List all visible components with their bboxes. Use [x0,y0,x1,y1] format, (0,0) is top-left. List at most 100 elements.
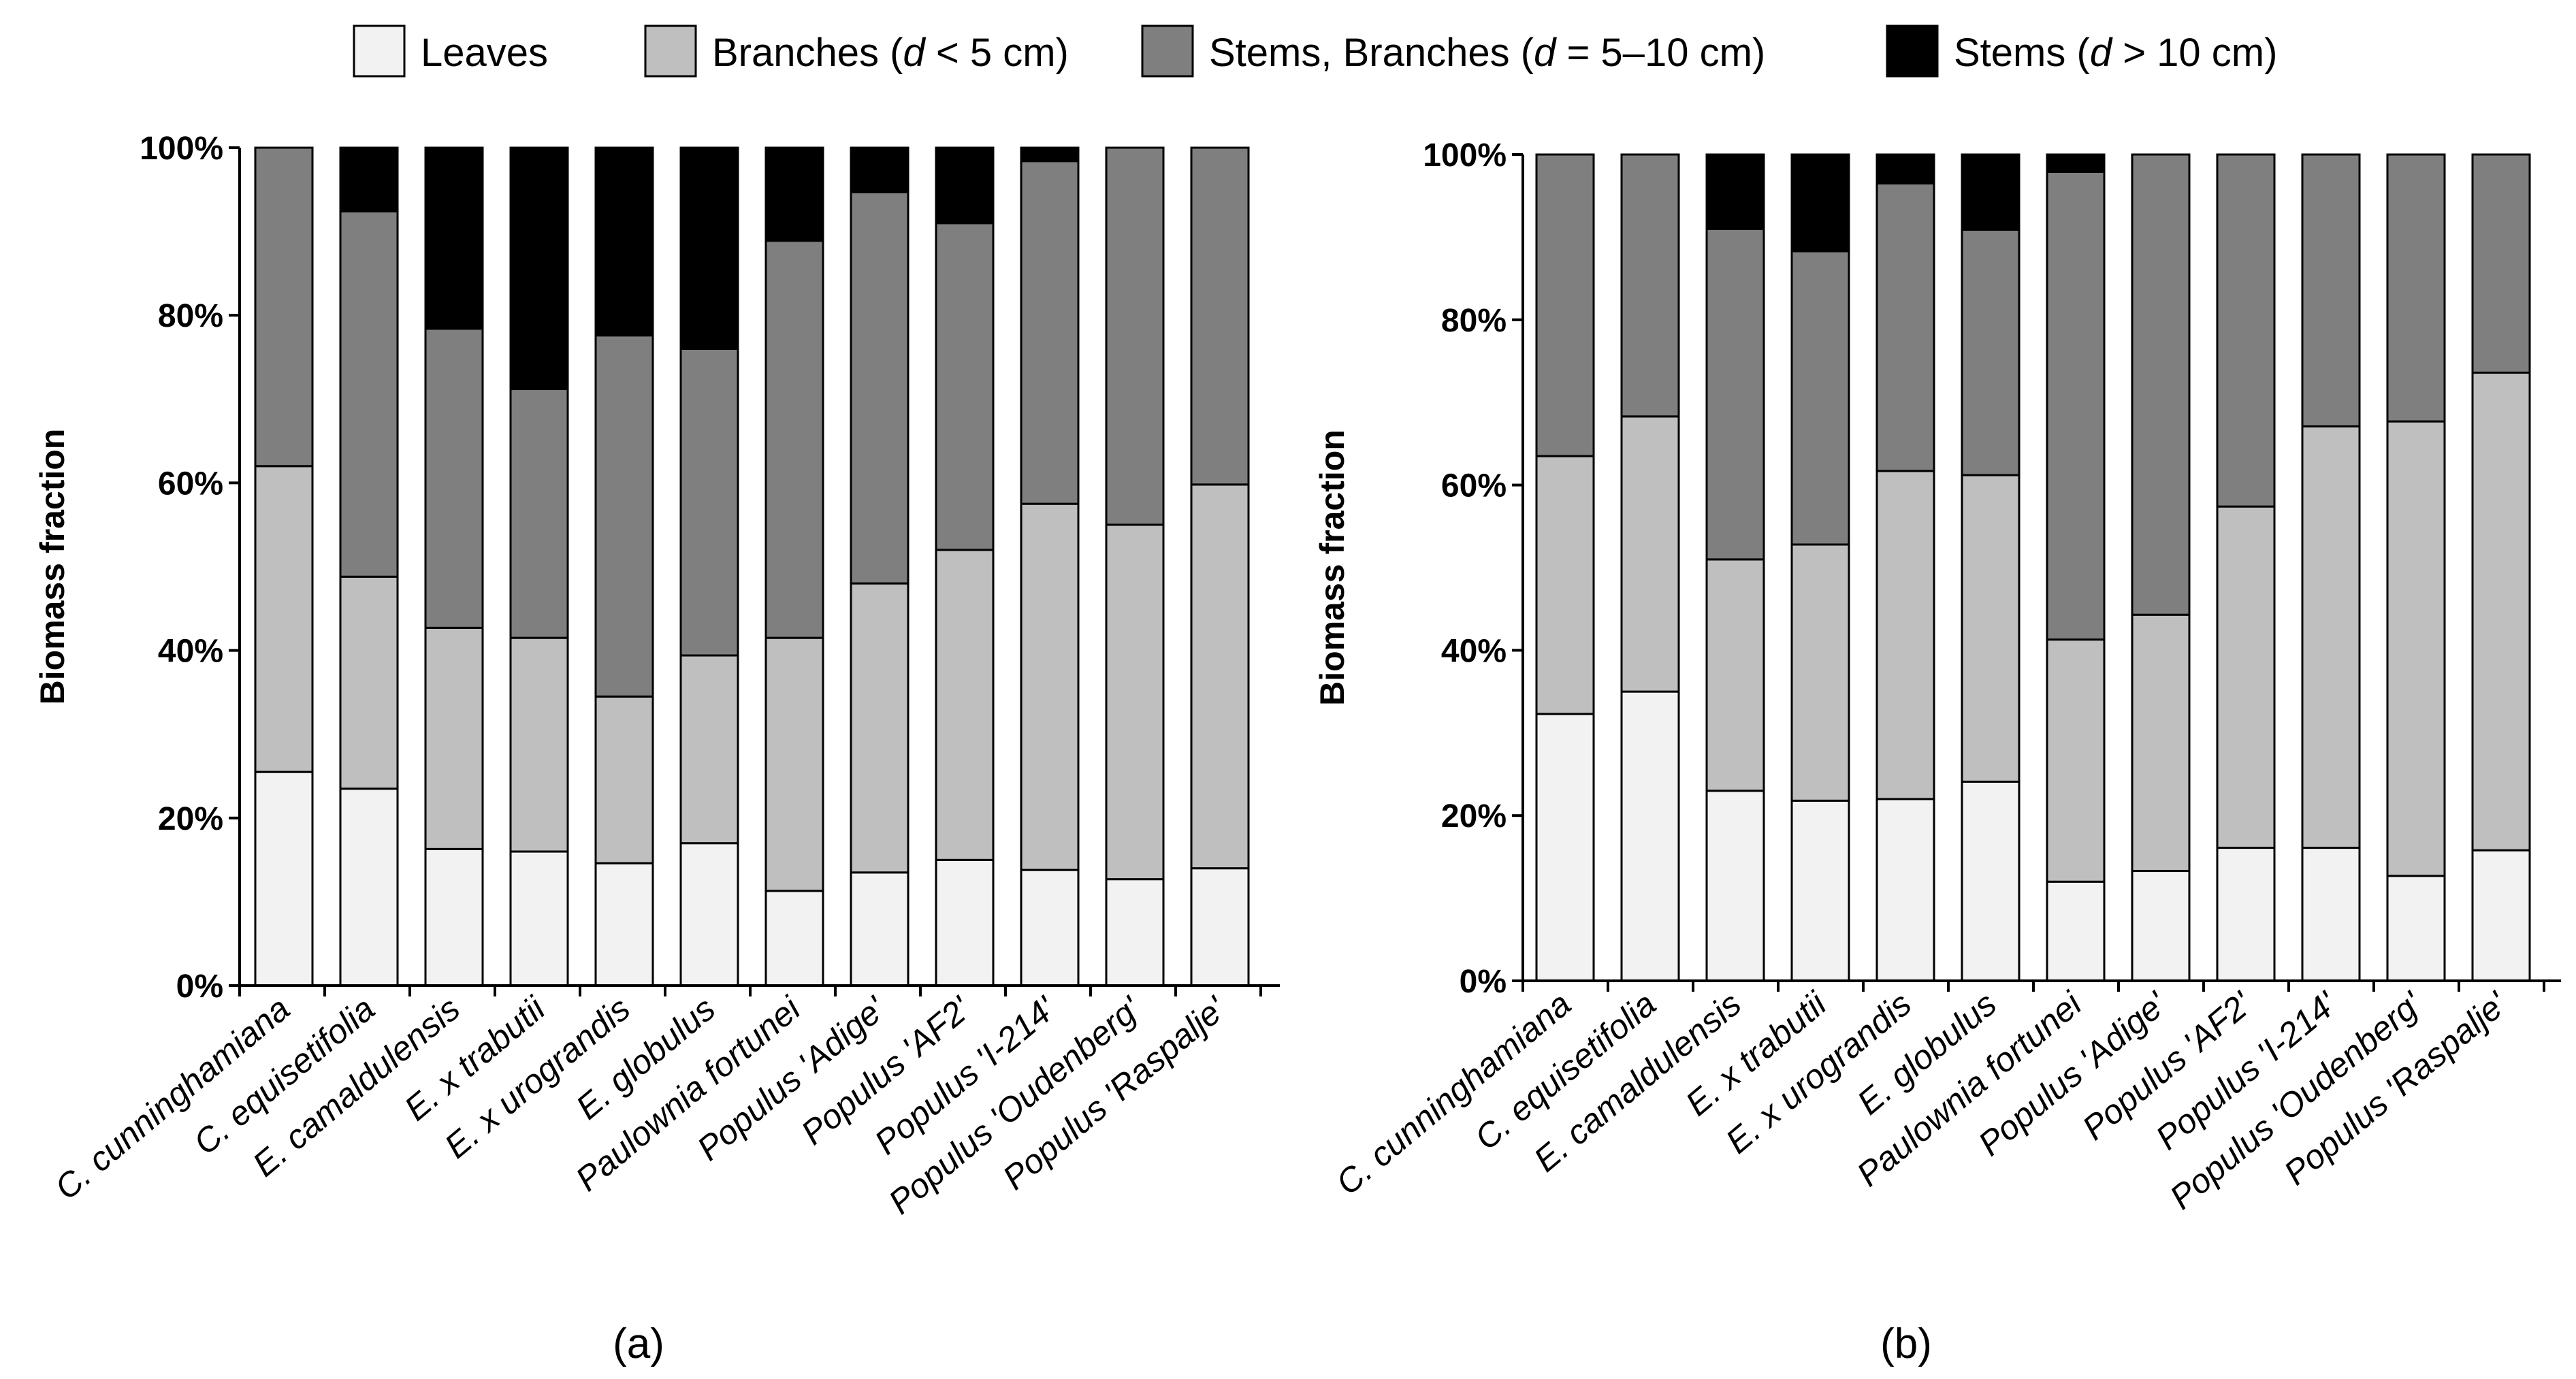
bar-segment-branches-2 [339,575,399,790]
bar-segment-leaves-11 [2386,875,2446,982]
bar-segment-stems_branches-11 [2386,153,2446,423]
bar-segment-stems_branches-2 [1620,153,1680,418]
legend-swatch-leaves [353,25,406,78]
bar-segment-stems-10 [1020,146,1080,163]
legend: Leaves Branches (d < 5 cm) Stems, Branches… [353,25,2277,78]
bar-segment-leaves-10 [2301,847,2361,982]
legend-label-stems: Stems (d > 10 cm) [1954,31,2277,75]
bar-segment-stems_branches-7 [2046,170,2106,641]
bar-segment-branches-4 [1790,543,1850,802]
bar-segment-leaves-1 [1535,713,1595,982]
bar-segment-stems_branches-2 [339,210,399,578]
bar-segment-stems_branches-5 [1875,182,1935,472]
bar-segment-stems-3 [1705,153,1765,230]
legend-swatch-stems_branches [1141,25,1194,78]
bar-segment-leaves-12 [2471,849,2531,982]
bar-segment-branches-8 [2131,613,2191,873]
bar-segment-stems-5 [1875,153,1935,184]
bar-segment-leaves-9 [935,858,995,987]
bar-segment-leaves-8 [2131,870,2191,982]
bar-segment-stems-5 [594,146,654,337]
bar-segment-stems_branches-12 [1190,146,1250,486]
bar-segment-stems_branches-3 [1705,227,1765,561]
bar-segment-stems-2 [339,146,399,213]
bar-segment-leaves-5 [594,862,654,987]
bar-segment-stems_branches-8 [2131,153,2191,616]
bar-segment-leaves-2 [339,788,399,987]
bar-segment-stems-8 [850,146,909,193]
bar-segment-leaves-6 [679,842,739,987]
y-tick-label: 60% [158,466,223,502]
bar-segment-stems-6 [679,146,739,350]
bar-segment-stems_branches-8 [850,191,909,585]
legend-swatch-branches [644,25,697,78]
bar-segment-leaves-3 [1705,790,1765,982]
bar-segment-stems_branches-1 [254,146,314,468]
bar-segment-branches-10 [2301,425,2361,849]
bar-segment-branches-7 [764,636,824,892]
bar-segment-leaves-8 [850,871,909,987]
bar-segment-stems-7 [2046,153,2106,173]
bar-segment-leaves-9 [2216,847,2276,982]
bar-segment-stems-7 [764,146,824,242]
bar-segment-stems_branches-12 [2471,153,2531,374]
y-axis-title: Biomass fraction [1313,429,1351,706]
y-axis-title: Biomass fraction [33,429,71,705]
y-tick-label: 40% [158,634,223,670]
bar-segment-leaves-4 [509,850,569,987]
bar-segment-stems_branches-9 [2216,153,2276,508]
y-tick-label: 0% [176,969,223,1005]
y-tick-label: 100% [1423,137,1507,174]
bar-segment-leaves-2 [1620,690,1680,982]
legend-label-branches: Branches (d < 5 cm) [712,31,1069,75]
y-tick-label: 20% [1441,798,1507,834]
bar-segment-stems_branches-10 [2301,153,2361,427]
bar-segment-branches-8 [850,582,909,874]
y-tick-label: 60% [1441,468,1507,504]
panel-label: (a) [613,1320,664,1367]
bar-segment-leaves-7 [2046,880,2106,982]
bar-segment-branches-4 [509,636,569,853]
bar-segment-stems_branches-11 [1105,146,1165,526]
y-tick-label: 80% [158,298,223,334]
bar-segment-branches-6 [1961,474,2020,783]
bar-segment-stems-3 [424,146,484,330]
bar-segment-stems_branches-3 [424,327,484,629]
y-tick-label: 40% [1441,633,1507,669]
bar-segment-branches-5 [594,695,654,864]
bar-segment-leaves-11 [1105,878,1165,987]
bar-segment-stems_branches-1 [1535,153,1595,457]
panel-label: (b) [1880,1320,1932,1367]
bar-segment-stems_branches-9 [935,222,995,551]
y-tick-label: 0% [1460,964,1507,1000]
bar-segment-leaves-6 [1961,780,2020,982]
y-tick-label: 100% [140,131,223,167]
bar-segment-stems-9 [935,146,995,225]
bar-segment-stems_branches-6 [679,347,739,657]
bar-segment-branches-12 [2471,371,2531,851]
bar-segment-branches-6 [679,654,739,845]
bar-segment-branches-11 [2386,420,2446,877]
bar-segment-stems_branches-4 [509,388,569,639]
bar-segment-leaves-3 [424,847,484,987]
legend-label-leaves: Leaves [421,31,548,75]
bar-segment-stems-6 [1961,153,2020,231]
bar-segment-branches-9 [935,549,995,861]
bar-segment-leaves-5 [1875,798,1935,982]
bar-segment-branches-1 [1535,455,1595,715]
bar-segment-branches-2 [1620,415,1680,693]
legend-swatch-stems [1886,25,1939,78]
bar-segment-branches-7 [2046,638,2106,883]
bar-segment-stems_branches-7 [764,240,824,639]
bar-segment-branches-1 [254,465,314,773]
bar-segment-leaves-1 [254,770,314,987]
bar-segment-stems_branches-5 [594,334,654,698]
y-tick-label: 80% [1441,303,1507,339]
bar-segment-branches-11 [1105,523,1165,881]
bar-segment-branches-5 [1875,470,1935,800]
bar-segment-leaves-10 [1020,869,1080,987]
bar-segment-stems_branches-6 [1961,228,2020,476]
